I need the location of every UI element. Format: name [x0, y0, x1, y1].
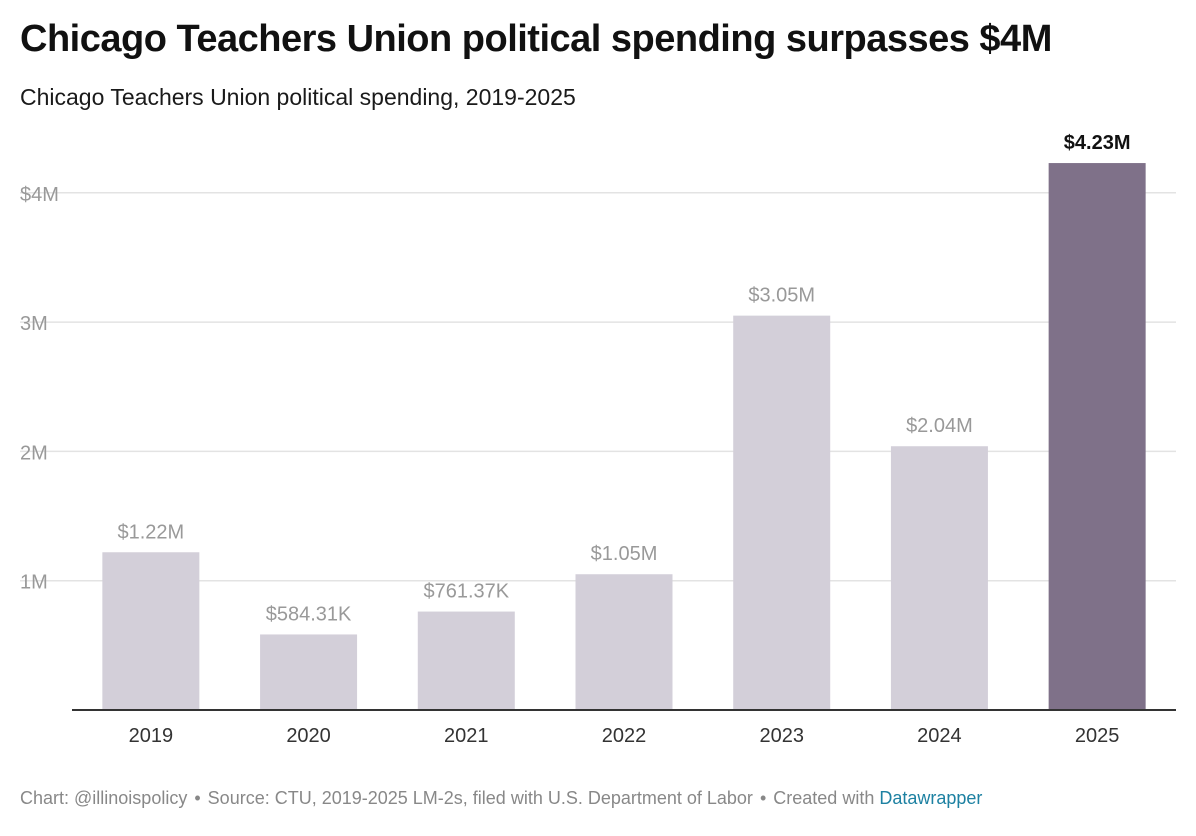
data-label-2023: $3.05M: [748, 285, 815, 307]
data-label-2025: $4.23M: [1064, 132, 1131, 154]
data-labels: $1.22M $584.31K $761.37K $1.05M $3.05M $2.04M…: [117, 132, 1130, 625]
bar-2021: [417, 611, 515, 710]
x-tick-label: 2022: [602, 725, 647, 747]
bar-2024: [890, 446, 988, 710]
x-tick-label: 2020: [286, 725, 331, 747]
chart-title: Chicago Teachers Union political spendin…: [20, 18, 1052, 60]
chart-credit: Chart: @illinoispolicy: [20, 788, 188, 808]
data-label-2022: $1.05M: [591, 543, 658, 565]
data-label-2024: $2.04M: [906, 415, 973, 437]
bar-2019: [102, 552, 200, 710]
datawrapper-link[interactable]: Datawrapper: [879, 788, 983, 808]
y-tick-label: 3M: [20, 313, 48, 335]
y-tick-label: 1M: [20, 572, 48, 594]
bar-2022: [575, 574, 673, 710]
footer-separator: •: [759, 788, 767, 808]
bars: [102, 163, 1146, 710]
x-tick-label: 2024: [917, 725, 962, 747]
footer-separator: •: [194, 788, 201, 808]
x-tick-label: 2021: [444, 725, 489, 747]
chart-source: Source: CTU, 2019-2025 LM-2s, filed with…: [207, 788, 753, 808]
data-label-2021: $761.37K: [423, 581, 509, 603]
bar-chart: 1M 2M 3M $4M $1.22M $584.31K $761.37K $1.05M $3…: [20, 132, 1176, 747]
x-tick-label: 2023: [759, 725, 804, 747]
created-with-text: Created with: [773, 788, 875, 808]
chart-footer: Chart: @illinoispolicy • Source: CTU, 20…: [20, 788, 982, 809]
y-axis-ticks: 1M 2M 3M $4M: [20, 184, 59, 594]
data-label-2020: $584.31K: [266, 603, 352, 625]
y-tick-label: $4M: [20, 184, 59, 206]
bar-2025: [1048, 163, 1146, 710]
chart-subtitle: Chicago Teachers Union political spendin…: [20, 84, 576, 110]
bar-2023: [733, 315, 831, 710]
x-axis-ticks: 2019 2020 2021 2022 2023 2024 2025: [129, 725, 1120, 747]
gridlines: [20, 192, 1176, 582]
x-tick-label: 2025: [1075, 725, 1120, 747]
y-tick-label: 2M: [20, 442, 48, 464]
bar-2020: [260, 634, 358, 710]
x-tick-label: 2019: [129, 725, 174, 747]
data-label-2019: $1.22M: [117, 521, 184, 543]
